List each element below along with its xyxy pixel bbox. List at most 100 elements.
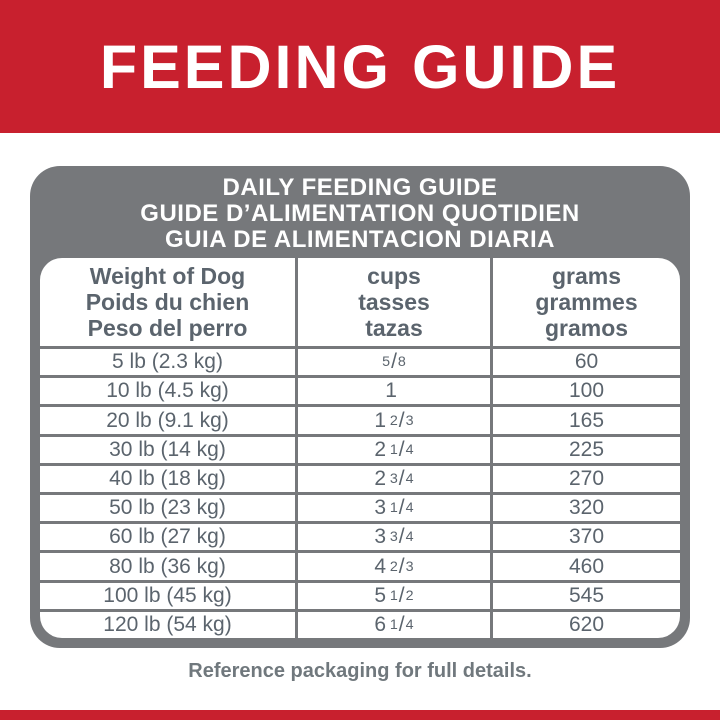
cups-cell: 5 1/2 <box>295 582 490 609</box>
table-row: 30 lb (14 kg) 2 1/4 225 <box>40 433 680 463</box>
card-title-block: DAILY FEEDING GUIDE GUIDE D’ALIMENTATION… <box>30 166 690 258</box>
table-row: 80 lb (36 kg) 4 2/3 460 <box>40 550 680 580</box>
cups-slash: / <box>398 525 405 549</box>
cups-denominator: 2 <box>405 587 414 604</box>
cups-cell: 2 3/4 <box>295 465 490 493</box>
cups-denominator: 4 <box>405 616 414 633</box>
grams-cell: 225 <box>490 436 680 463</box>
column-header-line: grams <box>551 263 622 289</box>
table-row: 5 lb (2.3 kg) 5/8 60 <box>40 346 680 376</box>
cups-numerator: 1 <box>389 587 398 604</box>
cups-numerator: 2 <box>389 412 398 429</box>
grams-cell: 60 <box>490 349 680 376</box>
weight-cell: 120 lb (54 kg) <box>103 612 232 636</box>
column-header-line: Peso del perro <box>87 315 248 341</box>
cups-whole: 2 <box>374 466 387 490</box>
column-header-line: Weight of Dog <box>89 263 246 289</box>
card-title-fr: GUIDE D’ALIMENTATION QUOTIDIEN <box>140 200 580 227</box>
cups-denominator: 3 <box>405 412 414 429</box>
cups-slash: / <box>398 437 405 461</box>
grams-cell: 100 <box>490 378 680 405</box>
cups-numerator: 1 <box>389 500 398 517</box>
table-row: 120 lb (54 kg) 6 1/4 620 <box>40 608 680 638</box>
cups-cell: 5/8 <box>295 349 490 376</box>
cups-whole: 1 <box>385 379 397 403</box>
weight-cell: 30 lb (14 kg) <box>109 437 226 461</box>
cups-numerator: 3 <box>389 470 398 487</box>
cups-whole: 1 <box>374 408 387 432</box>
cups-denominator: 8 <box>397 354 406 371</box>
footer-note: Reference packaging for full details. <box>188 660 532 682</box>
cups-whole: 6 <box>374 612 387 636</box>
table-row: 60 lb (27 kg) 3 3/4 370 <box>40 521 680 551</box>
banner-title: FEEDING GUIDE <box>99 32 621 101</box>
grams-cell: 545 <box>490 582 680 609</box>
cups-whole: 2 <box>374 437 387 461</box>
weight-cell: 20 lb (9.1 kg) <box>106 408 229 432</box>
cups-slash: / <box>398 496 405 520</box>
table-row: 50 lb (23 kg) 3 1/4 320 <box>40 492 680 522</box>
column-header-line: gramos <box>544 315 629 341</box>
grams-cell: 620 <box>490 611 680 638</box>
grams-cell: 165 <box>490 407 680 434</box>
cups-whole: 5 <box>374 583 387 607</box>
cups-slash: / <box>398 408 405 432</box>
daily-feeding-guide-card: DAILY FEEDING GUIDE GUIDE D’ALIMENTATION… <box>30 166 690 648</box>
cups-cell: 1 <box>295 378 490 405</box>
cups-whole: 3 <box>374 525 387 549</box>
cups-cell: 3 1/4 <box>295 495 490 522</box>
card-title-en: DAILY FEEDING GUIDE <box>222 174 498 201</box>
cups-denominator: 4 <box>405 529 414 546</box>
table-row: 40 lb (18 kg) 2 3/4 270 <box>40 462 680 493</box>
table-row: 100 lb (45 kg) 5 1/2 545 <box>40 579 680 609</box>
cups-cell: 6 1/4 <box>295 611 490 638</box>
weight-cell: 60 lb (27 kg) <box>109 525 226 549</box>
cups-cell: 2 1/4 <box>295 436 490 463</box>
weight-cell: 10 lb (4.5 kg) <box>106 379 229 403</box>
grams-cell: 270 <box>490 465 680 493</box>
cups-whole: 4 <box>374 554 387 578</box>
cups-denominator: 4 <box>405 500 414 517</box>
column-header-cups: cups tasses tazas <box>295 258 490 346</box>
grams-cell: 320 <box>490 495 680 522</box>
grams-cell: 460 <box>490 553 680 580</box>
cups-denominator: 4 <box>405 441 414 458</box>
bottom-red-strip <box>0 710 720 720</box>
column-header-weight: Weight of Dog Poids du chien Peso del pe… <box>40 258 295 346</box>
weight-cell: 100 lb (45 kg) <box>103 583 232 607</box>
column-header-line: tazas <box>365 315 423 341</box>
feeding-table: Weight of Dog Poids du chien Peso del pe… <box>40 258 680 638</box>
cups-slash: / <box>398 554 405 578</box>
table-header-row: Weight of Dog Poids du chien Peso del pe… <box>40 258 680 346</box>
cups-numerator: 3 <box>389 529 398 546</box>
weight-cell: 80 lb (36 kg) <box>109 554 226 578</box>
cups-slash: / <box>398 466 405 490</box>
column-header-line: grammes <box>535 289 638 315</box>
cups-denominator: 3 <box>405 558 414 575</box>
cups-slash: / <box>391 350 397 374</box>
column-header-line: cups <box>367 263 421 289</box>
weight-cell: 50 lb (23 kg) <box>109 496 226 520</box>
cups-whole: 3 <box>374 496 387 520</box>
cups-numerator: 5 <box>382 354 391 371</box>
feeding-guide-banner: FEEDING GUIDE <box>0 0 720 133</box>
table-row: 20 lb (9.1 kg) 1 2/3 165 <box>40 404 680 434</box>
column-header-line: Poids du chien <box>85 289 250 315</box>
cups-cell: 1 2/3 <box>295 407 490 434</box>
cups-denominator: 4 <box>405 470 414 487</box>
table-body: 5 lb (2.3 kg) 5/8 60 10 lb (4.5 kg) 1 10… <box>40 346 680 638</box>
cups-slash: / <box>398 583 405 607</box>
weight-cell: 5 lb (2.3 kg) <box>112 350 223 374</box>
cups-numerator: 1 <box>389 441 398 458</box>
cups-cell: 4 2/3 <box>295 553 490 580</box>
grams-cell: 370 <box>490 524 680 551</box>
card-title-es: GUIA DE ALIMENTACION DIARIA <box>165 226 555 253</box>
cups-slash: / <box>398 612 405 636</box>
cups-numerator: 2 <box>389 558 398 575</box>
column-header-grams: grams grammes gramos <box>490 258 680 346</box>
table-row: 10 lb (4.5 kg) 1 100 <box>40 375 680 405</box>
weight-cell: 40 lb (18 kg) <box>109 466 226 490</box>
column-header-line: tasses <box>358 289 430 315</box>
cups-cell: 3 3/4 <box>295 524 490 551</box>
cups-numerator: 1 <box>389 616 398 633</box>
